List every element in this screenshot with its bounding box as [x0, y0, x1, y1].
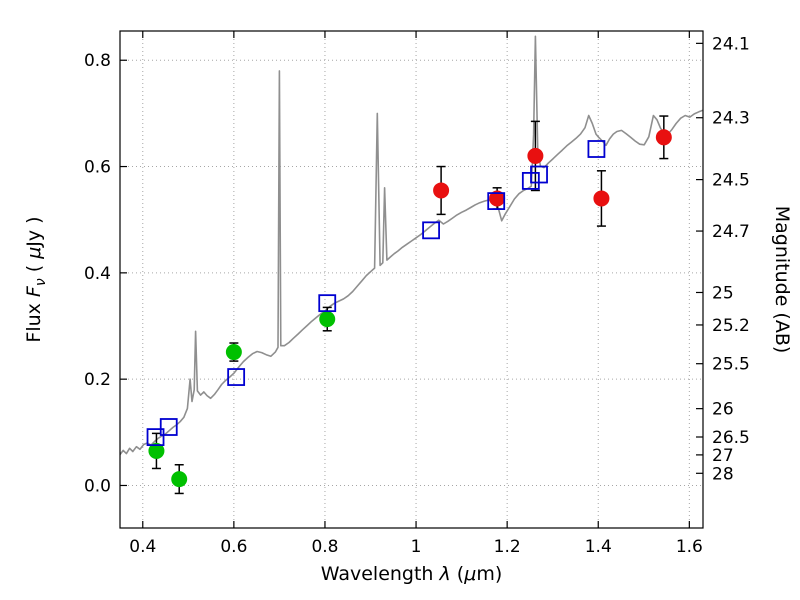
y-tick-label-magnitude: 24.5	[712, 171, 750, 191]
plot-data	[120, 35, 703, 495]
model-spectrum	[120, 35, 703, 456]
y-tick-label-magnitude: 27	[712, 446, 734, 466]
y-tick-label-magnitude: 24.7	[712, 222, 750, 242]
y-tick-label-flux: 0.2	[84, 370, 111, 390]
data-point-marker	[225, 344, 242, 361]
data-point-marker	[171, 471, 188, 488]
y-tick-label-flux: 0.4	[84, 264, 111, 284]
y-axis-label-right: Magnitude (AB)	[771, 206, 793, 354]
y-tick-label-magnitude: 28	[712, 464, 734, 484]
data-point-marker	[422, 221, 440, 240]
y-tick-label-flux: 0.8	[84, 51, 111, 71]
data-point-marker	[527, 147, 544, 164]
data-point-marker	[318, 294, 337, 313]
data-point-marker	[433, 182, 450, 199]
data-point-marker	[587, 140, 606, 158]
series-green-circles	[148, 306, 336, 495]
axes-frame	[119, 30, 704, 529]
x-axis-label: Wavelength λ (μm)	[321, 563, 502, 585]
x-tick-label: 0.8	[311, 537, 338, 557]
series-blue-open-squares	[146, 140, 606, 447]
y-tick-label-flux: 0.0	[84, 476, 111, 496]
data-point-marker	[487, 192, 506, 210]
x-tick-label: 0.6	[220, 537, 247, 557]
y-tick-label-magnitude: 25.5	[712, 355, 750, 375]
data-point-marker	[319, 311, 336, 328]
data-point-marker	[227, 368, 246, 386]
x-tick-label: 0.4	[129, 537, 156, 557]
y-axis-label-left: Flux Fν ( μJy )	[23, 216, 49, 342]
tick-labels: 0.4 0.6 0.8 1 1.2 1.4 1.6 0.0 0.2 0.4 0.6 0.8 24.1 24…	[84, 34, 750, 557]
y-tick-label-magnitude: 25	[712, 283, 734, 303]
x-tick-label: 1.2	[494, 537, 521, 557]
data-point-marker	[148, 442, 165, 459]
data-point-marker	[593, 190, 610, 207]
x-tick-label: 1	[411, 537, 422, 557]
y-tick-label-magnitude: 26	[712, 400, 734, 420]
data-point-marker	[655, 129, 672, 146]
y-tick-label-magnitude: 26.5	[712, 428, 750, 448]
y-tick-label-flux: 0.6	[84, 158, 111, 178]
axis-labels: Wavelength λ (μm) Flux Fν ( μJy ) Magnitud…	[23, 206, 793, 585]
tick-marks	[120, 31, 703, 528]
x-tick-label: 1.6	[676, 537, 703, 557]
y-tick-label-magnitude: 24.3	[712, 109, 750, 129]
y-tick-label-magnitude: 25.2	[712, 316, 750, 336]
grid	[120, 31, 703, 528]
y-tick-label-magnitude: 24.1	[712, 34, 750, 54]
x-tick-label: 1.4	[585, 537, 612, 557]
data-point-marker	[146, 428, 165, 447]
data-point-marker	[530, 165, 548, 184]
data-point-marker	[159, 418, 178, 436]
